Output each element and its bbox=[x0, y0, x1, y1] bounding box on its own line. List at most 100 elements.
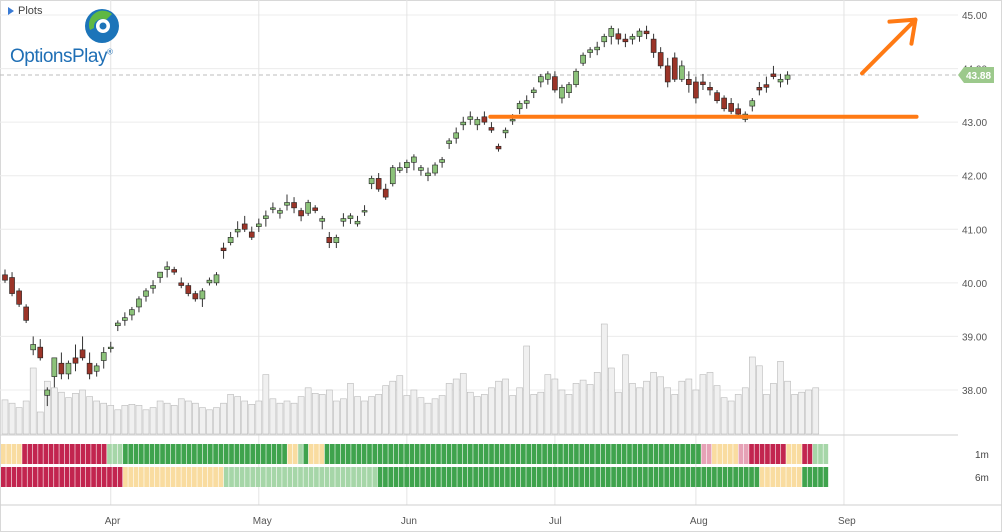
strip-cell bbox=[276, 444, 282, 464]
candle-up bbox=[44, 389, 51, 396]
strip-cell bbox=[510, 444, 516, 464]
strip-cell bbox=[526, 444, 532, 464]
strip-cell bbox=[54, 467, 59, 487]
volume-bar bbox=[227, 394, 234, 435]
strip-cell bbox=[292, 444, 298, 464]
strip-cell bbox=[377, 467, 383, 487]
strip-cell bbox=[420, 467, 425, 487]
volume-bar bbox=[523, 345, 531, 435]
strip-cell bbox=[759, 467, 765, 487]
strip-cell bbox=[377, 444, 383, 464]
volume-bar bbox=[452, 378, 460, 435]
candle-down bbox=[735, 108, 742, 115]
y-axis-tick-label: 42.00 bbox=[962, 172, 987, 183]
strip-cell bbox=[579, 444, 585, 464]
strip-cell bbox=[796, 444, 802, 464]
strip-cell bbox=[11, 467, 17, 487]
candle-down bbox=[721, 97, 727, 110]
candle-up bbox=[157, 271, 163, 278]
strip-cell bbox=[398, 444, 404, 464]
strip-cell bbox=[250, 467, 256, 487]
strip-cell bbox=[393, 467, 399, 487]
volume-bar bbox=[192, 402, 199, 435]
strip-cell bbox=[388, 444, 394, 464]
strip-cell bbox=[64, 467, 70, 487]
strip-cell bbox=[536, 467, 542, 487]
strip-cell bbox=[499, 444, 505, 464]
strip-cell bbox=[467, 444, 473, 464]
volume-bar bbox=[727, 400, 735, 435]
y-axis-tick-label: 39.00 bbox=[962, 332, 987, 343]
x-axis-tick-label: Apr bbox=[105, 516, 121, 527]
volume-bar bbox=[368, 396, 375, 435]
strip-cell bbox=[112, 467, 118, 487]
strip-cell bbox=[483, 444, 489, 464]
volume-bar bbox=[220, 402, 227, 435]
plots-button[interactable]: Plots bbox=[8, 5, 42, 17]
volume-bar bbox=[234, 396, 241, 435]
volume-bar bbox=[756, 365, 763, 435]
candle-down bbox=[298, 210, 304, 217]
strip-cell bbox=[584, 467, 590, 487]
strip-cell bbox=[213, 444, 218, 464]
candle-up bbox=[277, 210, 283, 214]
volume-bar bbox=[671, 394, 679, 435]
strip-cell bbox=[595, 467, 601, 487]
candle-up bbox=[333, 237, 340, 243]
candle-down bbox=[326, 237, 333, 243]
strip-cell bbox=[600, 444, 606, 464]
strip-cell bbox=[770, 444, 776, 464]
volume-bar bbox=[51, 387, 58, 435]
strip-cell bbox=[637, 467, 643, 487]
strip-cell bbox=[85, 467, 91, 487]
volume-bar bbox=[466, 391, 474, 435]
strip-cell bbox=[627, 444, 632, 464]
strip-cell bbox=[749, 467, 754, 487]
strip-cell bbox=[1, 467, 6, 487]
strip-cell bbox=[101, 444, 107, 464]
logo-registered-mark: ® bbox=[106, 47, 113, 57]
volume-bar bbox=[417, 397, 425, 435]
strip-cell bbox=[367, 444, 372, 464]
strip-cell bbox=[101, 467, 107, 487]
candle-down bbox=[23, 306, 29, 321]
strip-cell bbox=[329, 444, 335, 464]
strip-cell bbox=[759, 444, 765, 464]
candle-up bbox=[537, 76, 544, 83]
volume-bar bbox=[347, 383, 354, 435]
strip-cell bbox=[791, 467, 797, 487]
strip-cell bbox=[367, 467, 372, 487]
strip-cell bbox=[658, 444, 664, 464]
strip-cell bbox=[133, 467, 139, 487]
strip-cell bbox=[632, 467, 638, 487]
strip-cell bbox=[192, 444, 197, 464]
strip-cell bbox=[696, 467, 701, 487]
volume-bar bbox=[410, 389, 418, 435]
strip-cell bbox=[282, 467, 287, 487]
strip-cell bbox=[22, 444, 27, 464]
strip-cell bbox=[335, 444, 340, 464]
strip-cell bbox=[404, 467, 409, 487]
strip-cell bbox=[521, 467, 526, 487]
caret-right-icon bbox=[8, 7, 14, 15]
strip-cell bbox=[733, 467, 738, 487]
candle-up bbox=[115, 322, 121, 327]
strip-cell bbox=[409, 467, 415, 487]
strip-cell bbox=[643, 444, 648, 464]
strip-cell bbox=[452, 444, 457, 464]
strip-cell bbox=[91, 444, 96, 464]
strip-cell bbox=[345, 467, 351, 487]
strip-cell bbox=[48, 467, 54, 487]
strip-cell bbox=[112, 444, 118, 464]
strip-cell bbox=[123, 467, 128, 487]
strip-cell bbox=[128, 467, 134, 487]
strip-cell bbox=[653, 467, 659, 487]
volume-bar bbox=[72, 392, 79, 435]
candle-down bbox=[756, 87, 763, 91]
candle-up bbox=[347, 215, 354, 219]
strip-cell bbox=[160, 467, 165, 487]
candle-up bbox=[354, 220, 361, 225]
volume-bar bbox=[333, 400, 340, 435]
strip-cell bbox=[568, 467, 574, 487]
